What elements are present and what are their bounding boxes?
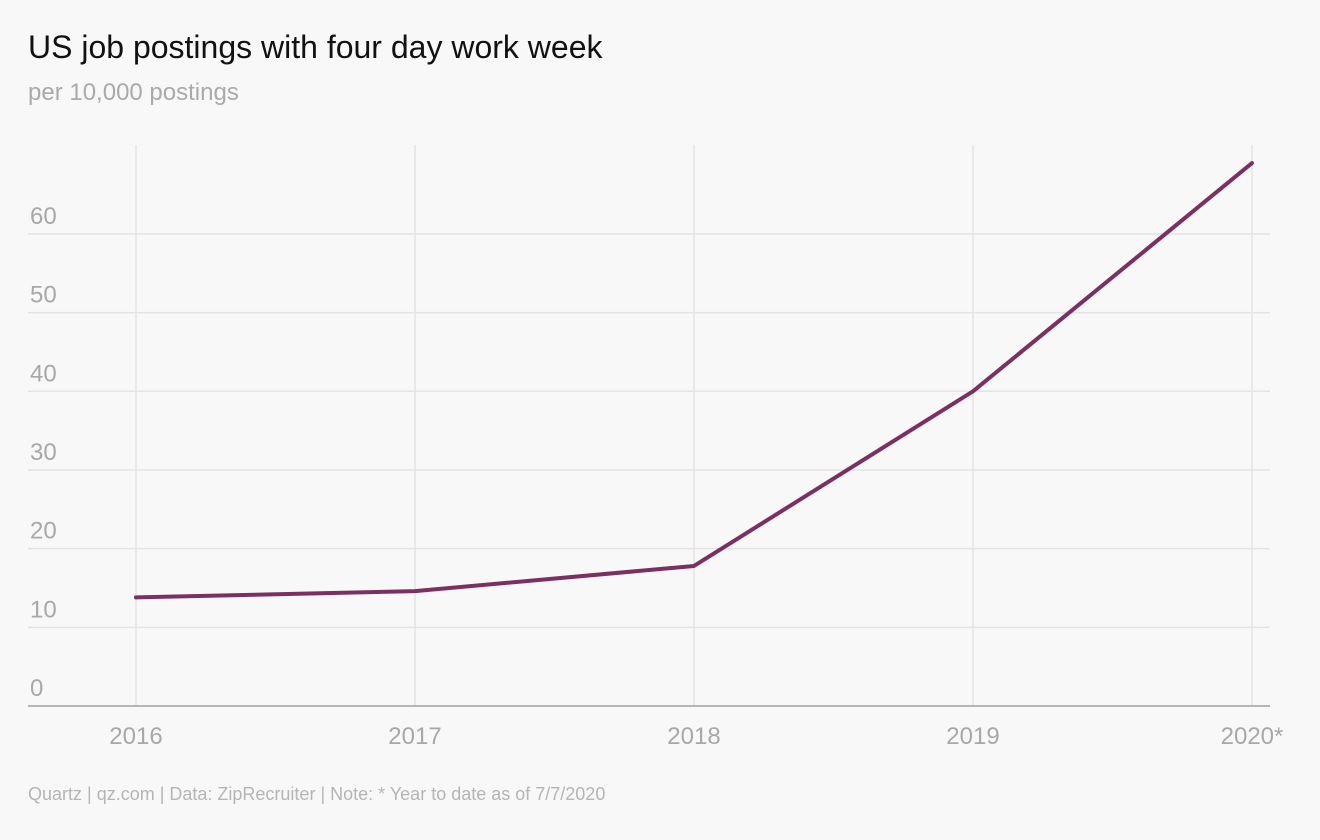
x-tick-label: 2020*: [1221, 723, 1284, 750]
x-tick-label: 2019: [946, 723, 999, 750]
y-tick-label: 0: [30, 675, 43, 702]
y-tick-label: 60: [30, 203, 57, 230]
line-series: [134, 161, 1254, 600]
y-tick-label: 30: [30, 439, 57, 466]
y-tick-label: 50: [30, 282, 57, 309]
x-tick-label: 2018: [667, 723, 720, 750]
x-tick-label: 2017: [388, 723, 441, 750]
y-tick-label: 10: [30, 596, 57, 623]
chart-note: Quartz | qz.com | Data: ZipRecruiter | N…: [28, 784, 605, 804]
chart-title: US job postings with four day work week: [28, 29, 603, 65]
y-tick-label: 40: [30, 360, 57, 387]
chart-subtitle: per 10,000 postings: [28, 79, 239, 106]
y-tick-label: 20: [30, 518, 57, 545]
x-tick-label: 2016: [109, 723, 162, 750]
